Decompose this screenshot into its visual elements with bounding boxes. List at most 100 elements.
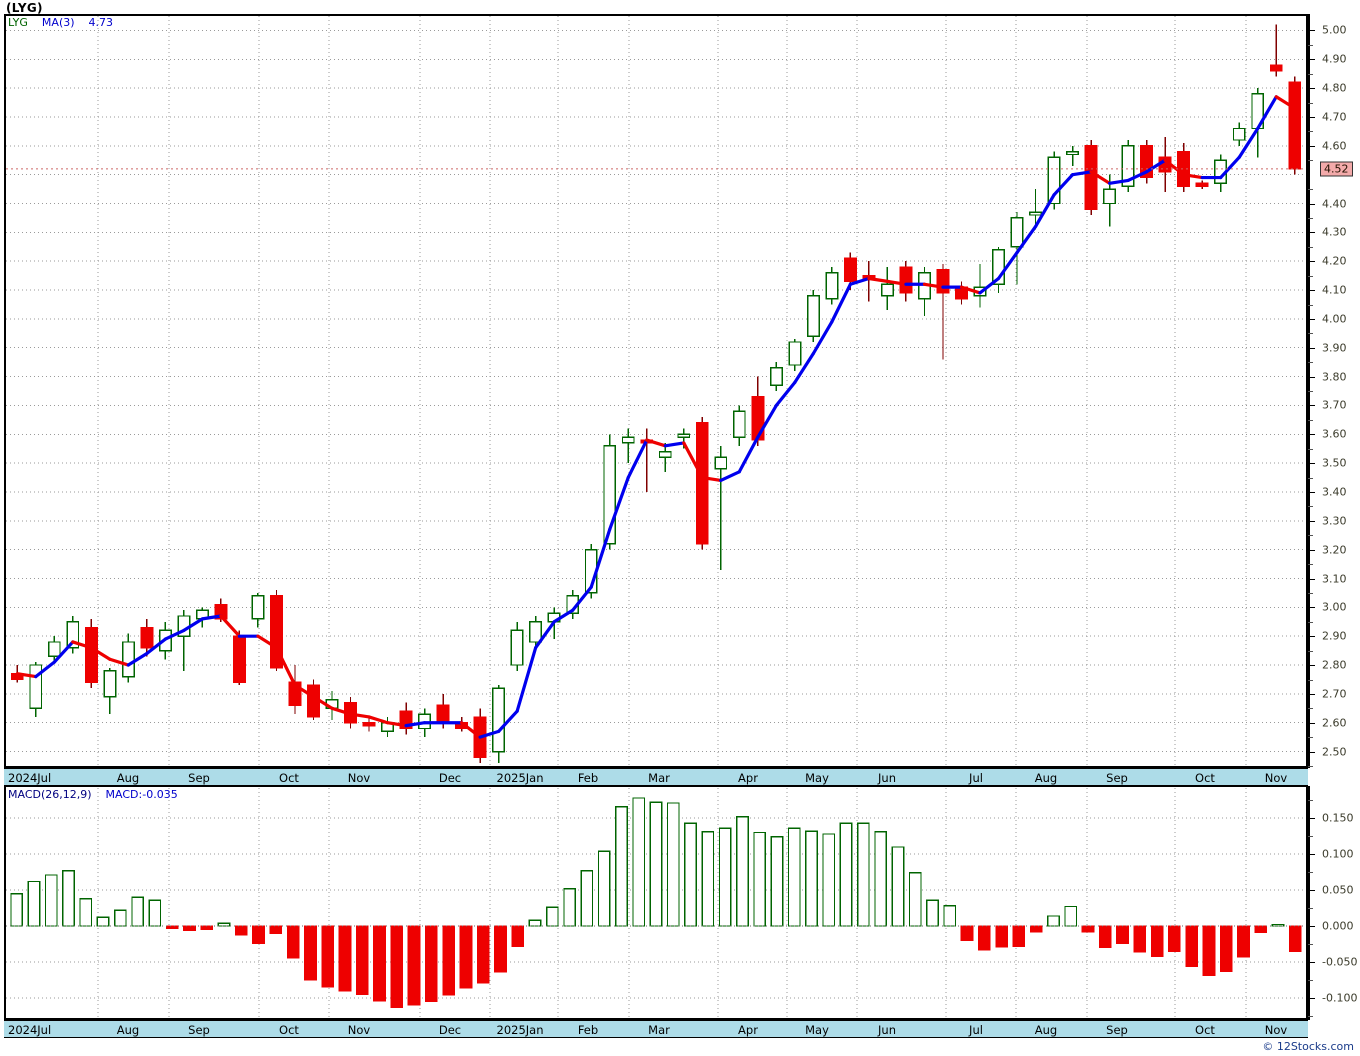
price-tick-label: 3.60 [1322, 427, 1347, 441]
legend-ma-label: MA(3) [41, 16, 75, 29]
price-tick-mark [1308, 318, 1315, 320]
macd-chart-plot[interactable] [6, 788, 1306, 1018]
date-top-label: Nov [347, 771, 371, 785]
date-top-label: May [805, 771, 829, 785]
macd-tick-label: 0.150 [1322, 811, 1354, 825]
date-bottom-label: Nov [347, 1023, 371, 1037]
date-bottom-label: 2024Jul [8, 1023, 52, 1037]
price-tick-label: 4.80 [1322, 81, 1347, 95]
price-tick-mark [1308, 722, 1315, 724]
macd-tick-label: 0.050 [1322, 883, 1354, 897]
date-top-label: Jul [969, 771, 983, 785]
price-tick-label: 2.80 [1322, 658, 1347, 672]
date-bottom-label: Sep [1106, 1023, 1128, 1037]
date-top-label: Sep [1106, 771, 1128, 785]
price-minor-tick [1308, 592, 1313, 594]
price-minor-tick [1308, 275, 1313, 277]
price-tick-label: 4.00 [1322, 312, 1347, 326]
price-minor-tick [1308, 564, 1313, 566]
legend-symbol: LYG [8, 16, 28, 29]
price-minor-tick [1308, 621, 1313, 623]
price-tick-mark [1308, 88, 1315, 90]
price-minor-tick [1308, 362, 1313, 364]
macd-legend-value: MACD:-0.035 [105, 788, 178, 801]
price-minor-tick [1308, 160, 1313, 162]
price-minor-tick [1308, 73, 1313, 75]
date-top-label: Feb [577, 771, 599, 785]
price-tick-mark [1308, 665, 1315, 666]
macd-legend-label: MACD(26,12,9) [8, 788, 92, 801]
price-minor-tick [1308, 477, 1313, 479]
price-tick-mark [1308, 578, 1315, 580]
price-minor-tick [1308, 679, 1313, 681]
price-tick-label: 3.50 [1322, 456, 1347, 470]
macd-minor-tick [1308, 944, 1313, 945]
date-bottom-label: Nov [1264, 1023, 1288, 1037]
price-tick-label: 3.30 [1322, 514, 1347, 528]
date-top-label: 2024Jul [8, 771, 52, 785]
price-tick-mark [1308, 463, 1315, 465]
price-minor-tick [1308, 131, 1313, 133]
date-bottom-label: Oct [1195, 1023, 1215, 1037]
date-axis-top: 2024Jul Aug Sep Oct Nov Dec 2025Jan Feb Mar Apr Ma… [4, 768, 1308, 786]
date-bottom-label: Dec [438, 1023, 462, 1037]
price-tick-label: 3.90 [1322, 341, 1347, 355]
macd-tick-label: -0.050 [1322, 955, 1358, 969]
price-minor-tick [1308, 102, 1313, 104]
price-tick-label: 2.60 [1322, 716, 1347, 730]
price-tick-mark [1308, 607, 1315, 609]
date-top-label: Apr [738, 771, 758, 785]
copyright-footer: © 12Stocks.com [1262, 1040, 1354, 1053]
price-tick-mark [1308, 117, 1315, 118]
macd-tick-mark [1308, 961, 1315, 963]
price-tick-label: 4.40 [1322, 197, 1347, 210]
date-top-label: Sep [188, 771, 210, 785]
price-tick-mark [1308, 290, 1315, 291]
price-tick-label: 4.90 [1322, 52, 1347, 66]
price-tick-label: 2.70 [1322, 687, 1347, 701]
price-tick-label: 3.20 [1322, 543, 1347, 557]
price-tick-mark [1308, 145, 1315, 147]
price-tick-label: 4.30 [1322, 225, 1347, 239]
price-minor-tick [1308, 189, 1313, 191]
price-tick-label: 3.70 [1322, 398, 1347, 412]
price-minor-tick [1308, 217, 1313, 219]
macd-tick-label: 0.100 [1322, 847, 1354, 861]
date-axis-bottom: 2024Jul Aug Sep Oct Nov Dec 2025Jan Feb Mar Apr Ma… [4, 1020, 1308, 1038]
price-minor-tick [1308, 506, 1313, 508]
price-tick-mark [1308, 30, 1315, 32]
date-top-label: Nov [1264, 771, 1288, 785]
date-bottom-label: 2025Jan [496, 1023, 544, 1037]
macd-tick-label: 0.000 [1322, 919, 1354, 933]
macd-tick-mark [1308, 926, 1315, 927]
price-tick-label: 4.20 [1322, 254, 1347, 268]
price-minor-tick [1308, 419, 1313, 421]
date-top-label: Dec [438, 771, 462, 785]
date-top-label: Oct [1195, 771, 1215, 785]
macd-minor-tick [1308, 800, 1313, 802]
date-top-label: Oct [279, 771, 299, 785]
macd-y-axis: 0.150 0.100 0.050 0.000 -0.050 -0.100 [1308, 786, 1360, 1020]
macd-minor-tick [1308, 872, 1313, 874]
price-minor-tick [1308, 246, 1313, 248]
price-tick-mark [1308, 261, 1315, 263]
price-minor-tick [1308, 44, 1313, 46]
price-tick-label: 5.00 [1322, 23, 1347, 37]
date-bottom-label: May [805, 1023, 829, 1037]
price-chart-plot[interactable] [6, 16, 1306, 766]
price-tick-mark [1308, 636, 1315, 638]
price-tick-label: 4.70 [1322, 110, 1347, 124]
price-tick-mark [1308, 347, 1315, 349]
price-tick-label: 3.40 [1322, 485, 1347, 499]
macd-axis-line [1308, 786, 1310, 1020]
date-top-label: Jun [878, 771, 896, 785]
macd-legend: MACD(26,12,9) MACD:-0.035 [8, 788, 178, 801]
price-chart-panel[interactable] [4, 14, 1308, 768]
date-bottom-label: Apr [738, 1023, 758, 1037]
price-minor-tick [1308, 737, 1313, 739]
date-top-label: Mar [648, 771, 670, 785]
date-bottom-label: Aug [1034, 1023, 1058, 1037]
price-tick-label: 3.80 [1322, 370, 1347, 384]
price-minor-tick [1308, 650, 1313, 652]
